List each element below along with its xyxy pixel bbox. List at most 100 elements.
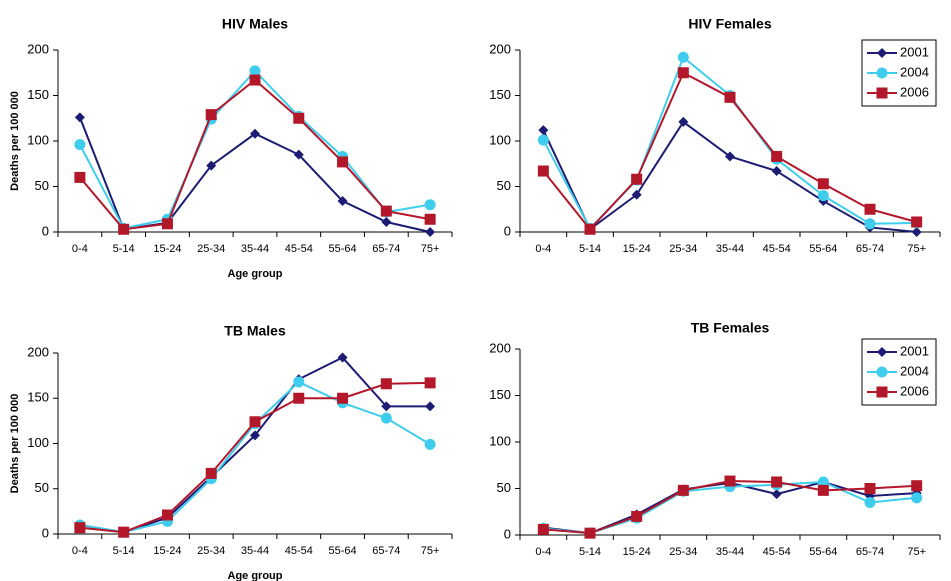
legend-marker [877, 347, 887, 357]
legend-label: 2004 [900, 363, 929, 378]
marker [631, 189, 642, 200]
marker [537, 134, 549, 146]
marker [864, 496, 876, 508]
chart-title: TB Males [224, 323, 286, 339]
x-tick-label: 75+ [907, 243, 926, 255]
y-tick-label: 100 [27, 132, 49, 147]
x-tick-label: 65-74 [856, 243, 884, 255]
x-axis-label: Age group [228, 570, 283, 581]
y-tick-label: 0 [504, 223, 511, 238]
marker [205, 467, 217, 479]
x-axis-label: Age group [228, 268, 283, 280]
x-tick-label: 0-4 [535, 243, 551, 255]
x-tick-label: 35-44 [716, 243, 744, 255]
x-tick-label: 75+ [421, 243, 440, 255]
x-tick-label: 45-54 [285, 243, 313, 255]
legend: 2001 2004 2006 [861, 338, 937, 406]
marker [381, 401, 392, 412]
x-tick-label: 0-4 [535, 546, 551, 558]
marker [677, 67, 689, 79]
series-line [542, 55, 917, 231]
x-tick-label: 75+ [907, 546, 926, 558]
y-tick-label: 150 [489, 387, 511, 402]
subplot: HIV Females 0 50 100 150 200 0-4 5-14 15-24 25-34… [489, 16, 941, 255]
y-tick-label: 0 [42, 223, 49, 238]
marker [911, 216, 923, 228]
x-tick-label: 5-14 [113, 545, 135, 557]
legend-label: 2006 [900, 84, 929, 99]
marker [337, 156, 349, 168]
chart-title: HIV Males [222, 16, 288, 32]
marker [771, 166, 782, 177]
x-tick-label: 25-34 [197, 243, 225, 255]
marker [817, 476, 829, 488]
marker [250, 128, 260, 139]
legend: 2001 2004 2006 [861, 39, 937, 107]
marker [538, 125, 549, 136]
marker [537, 523, 549, 535]
x-tick-label: 55-64 [809, 243, 837, 255]
marker [425, 227, 436, 237]
marker [337, 392, 349, 404]
x-tick-label: 65-74 [372, 545, 400, 557]
x-tick-label: 35-44 [241, 243, 269, 255]
x-tick-label: 35-44 [716, 546, 744, 558]
y-tick-label: 50 [497, 178, 511, 193]
marker [864, 218, 876, 230]
marker [250, 430, 260, 441]
marker [864, 483, 876, 494]
y-tick-label: 50 [35, 480, 49, 495]
marker [118, 223, 130, 235]
subplot: HIV Males 0 50 100 150 200 0-4 5-14 15-24 25-34 35… [9, 16, 453, 280]
series-line [79, 69, 431, 230]
marker [537, 165, 549, 177]
legend-label: 2001 [900, 44, 929, 59]
x-tick-label: 15-24 [623, 243, 651, 255]
marker [771, 150, 783, 162]
marker [677, 484, 689, 496]
series-line [79, 78, 431, 231]
marker [337, 352, 348, 363]
x-tick-label: 15-24 [623, 546, 651, 558]
marker [678, 116, 689, 127]
series-line [79, 381, 431, 534]
marker [161, 218, 173, 230]
marker [631, 510, 643, 522]
y-tick-label: 100 [27, 435, 49, 450]
y-tick-label: 200 [27, 41, 49, 56]
x-tick-label: 15-24 [153, 243, 181, 255]
marker [293, 392, 305, 404]
marker [161, 509, 173, 521]
x-tick-label: 25-34 [197, 545, 225, 557]
y-tick-label: 150 [27, 87, 49, 102]
series-line [79, 380, 431, 534]
chart-title: HIV Females [688, 16, 771, 32]
legend-label: 2004 [900, 64, 929, 79]
y-tick-label: 50 [497, 480, 511, 495]
marker [380, 205, 392, 217]
marker [584, 527, 596, 539]
x-tick-label: 15-24 [153, 545, 181, 557]
series-line [79, 356, 431, 534]
marker [425, 401, 436, 412]
subplot: TB Males 0 50 100 150 200 0-4 5-14 15-24 25-34 35-… [9, 323, 453, 581]
x-tick-label: 45-54 [285, 545, 313, 557]
y-axis-label: Deaths per 100 000 [9, 394, 21, 494]
marker [424, 438, 436, 450]
x-tick-label: 75+ [421, 545, 440, 557]
marker [249, 74, 261, 86]
y-tick-label: 200 [489, 41, 511, 56]
marker [293, 112, 305, 124]
legend-label: 2001 [900, 343, 929, 358]
legend-marker [876, 67, 888, 79]
marker [911, 227, 922, 237]
x-tick-label: 45-54 [763, 243, 791, 255]
marker [817, 178, 829, 190]
x-tick-label: 5-14 [579, 546, 601, 558]
legend-label: 2006 [900, 383, 929, 398]
x-tick-label: 65-74 [372, 243, 400, 255]
marker [424, 199, 436, 211]
marker [631, 173, 643, 185]
x-tick-label: 55-64 [328, 545, 356, 557]
